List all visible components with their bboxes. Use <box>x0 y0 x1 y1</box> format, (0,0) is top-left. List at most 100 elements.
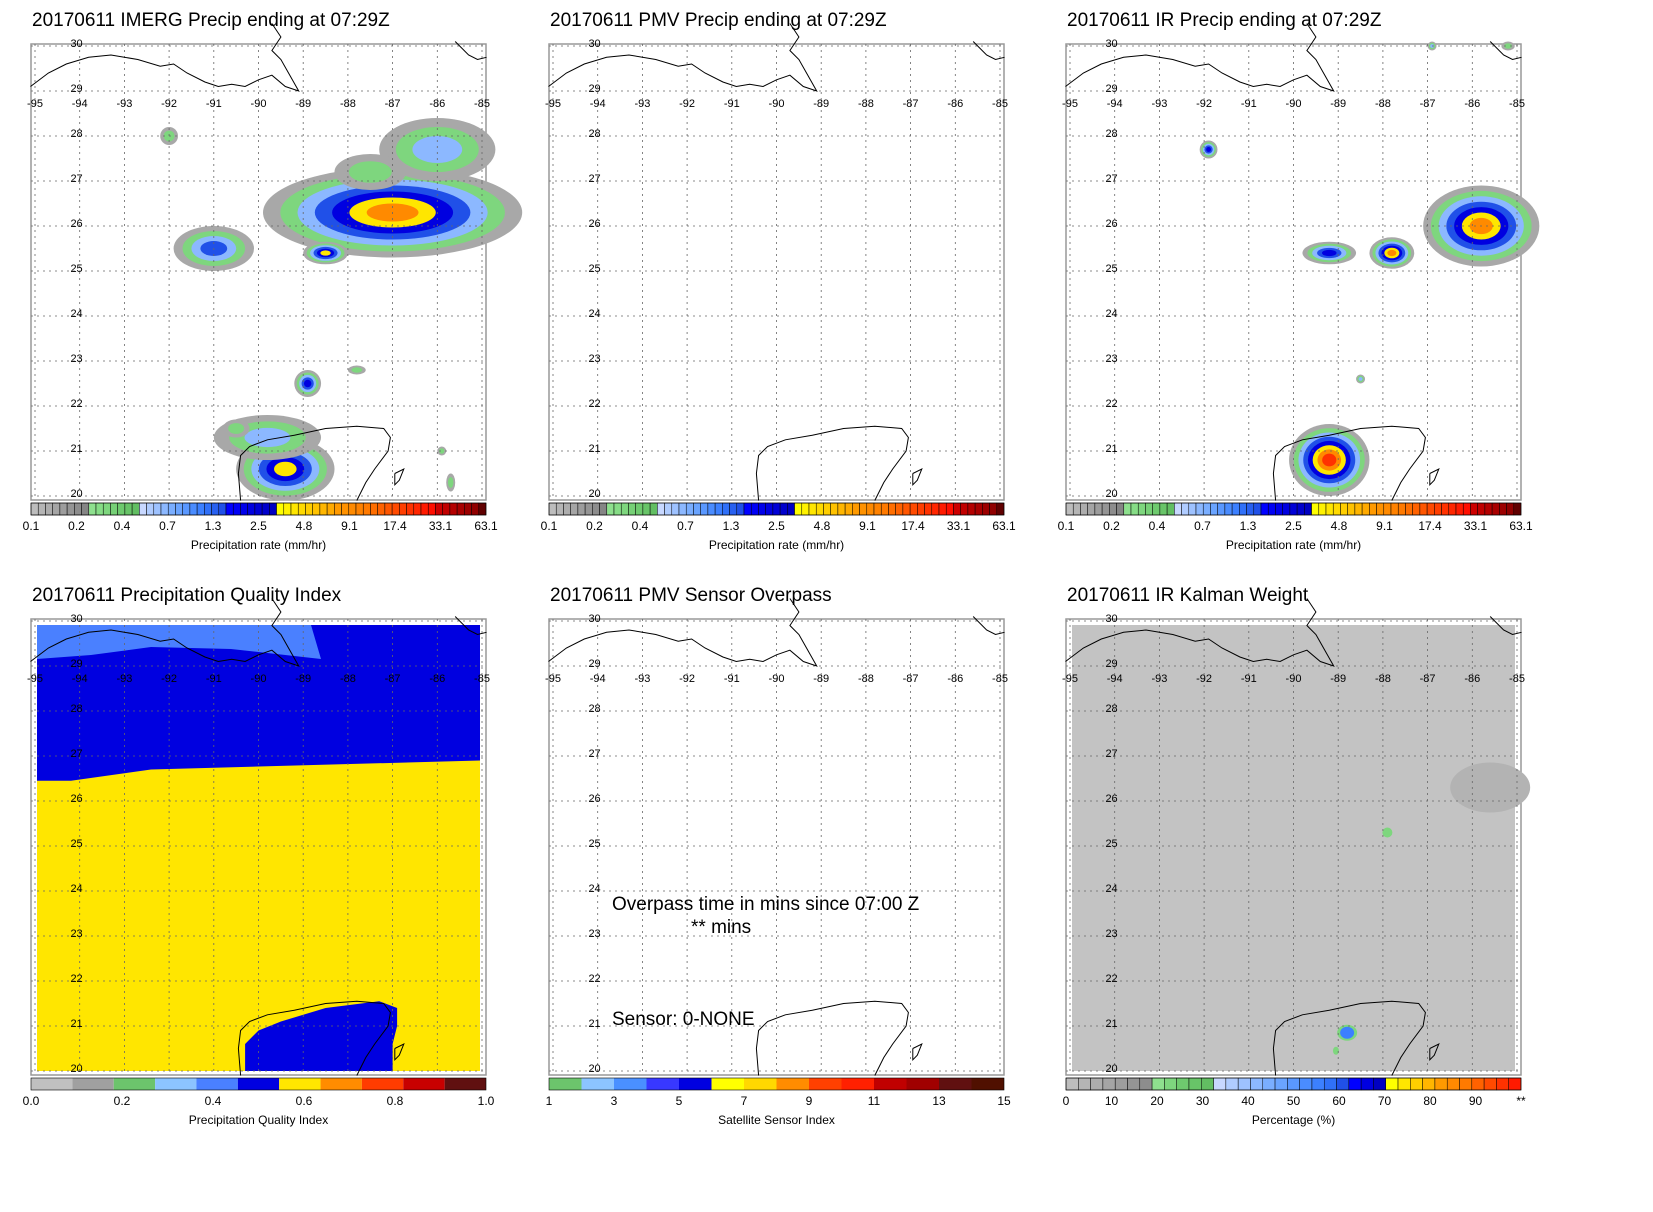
colorbar-tick-label: 90 <box>1468 1094 1483 1108</box>
colorbar-swatch <box>938 502 947 516</box>
colorbar-swatch <box>1188 502 1197 516</box>
panel-title: 20170611 IR Precip ending at 07:29Z <box>1067 10 1382 31</box>
colorbar-swatch <box>391 502 400 516</box>
lat-tick-label: 28 <box>1105 128 1117 140</box>
colorbar-swatch <box>403 1078 445 1090</box>
colorbar-swatch <box>297 502 306 516</box>
lat-tick-label: 29 <box>1105 658 1117 670</box>
colorbar-swatch <box>1246 502 1255 516</box>
colorbar-swatch <box>1145 502 1153 516</box>
lon-tick-label: -88 <box>1375 98 1391 110</box>
colorbar-swatch <box>743 502 752 516</box>
lat-tick-label: 29 <box>588 658 600 670</box>
lat-tick-label: 30 <box>588 38 600 50</box>
colorbar-swatch <box>1101 502 1110 516</box>
lon-tick-label: -89 <box>813 673 829 685</box>
colorbar-tick-label: 30 <box>1195 1094 1210 1108</box>
coastline <box>237 425 391 501</box>
colorbar-tick-label: 0.4 <box>631 519 649 533</box>
colorbar-swatch <box>852 502 860 516</box>
colorbar-tick-label: 1 <box>545 1094 553 1108</box>
lon-tick-label: -86 <box>1464 98 1480 110</box>
colorbar-swatch <box>815 502 824 516</box>
lat-tick-label: 22 <box>588 973 600 985</box>
colorbar-tick-label: 2.5 <box>250 519 267 533</box>
colorbar-tick-label: 3 <box>610 1094 618 1108</box>
colorbar-swatch <box>1287 1077 1300 1091</box>
colorbar-swatch <box>1202 502 1211 516</box>
colorbar-tick-label: 20 <box>1150 1094 1164 1108</box>
overpass-line1: Overpass time in mins since 07:00 Z <box>612 894 920 915</box>
precip-blob <box>1322 453 1337 467</box>
colorbar-tick-label: 0.1 <box>22 519 40 533</box>
colorbar-swatch <box>1499 502 1507 516</box>
colorbar-swatch <box>175 502 183 516</box>
colorbar-tick-label: 9.1 <box>859 519 876 533</box>
map-plot: -95 -94 -93 -92 -91 -90 -89 -88 -87 -86 -85 20 21 22 2… <box>27 598 490 1091</box>
coastline <box>1429 467 1440 487</box>
colorbar-tick-label: 13 <box>932 1094 946 1108</box>
lat-tick-label: 29 <box>70 658 82 670</box>
colorbar-swatch <box>240 502 248 516</box>
colorbar-swatch <box>1446 1077 1460 1091</box>
colorbar-swatch <box>1441 502 1450 516</box>
colorbar-swatch <box>1325 502 1334 516</box>
lat-tick-label: 23 <box>588 928 600 940</box>
colorbar-swatch <box>30 502 39 516</box>
lon-tick-label: -93 <box>1151 98 1167 110</box>
colorbar-swatch <box>442 502 451 516</box>
lon-tick-label: -94 <box>590 673 606 685</box>
colorbar-tick-label: 0.1 <box>540 519 558 533</box>
colorbar-swatch <box>646 1078 679 1090</box>
colorbar-swatch <box>1102 1077 1116 1091</box>
lat-tick-label: 23 <box>1105 928 1117 940</box>
colorbar-swatch <box>996 502 1005 516</box>
colorbar-swatch <box>1137 502 1146 516</box>
colorbar-swatch <box>478 502 487 516</box>
lon-tick-label: -89 <box>1330 673 1346 685</box>
colorbar-swatch <box>711 1078 744 1090</box>
colorbar-tick-label: 33.1 <box>1463 519 1488 533</box>
colorbar-frame <box>30 502 487 516</box>
lon-tick-label: -95 <box>27 98 43 110</box>
colorbar-swatch <box>581 1078 614 1090</box>
coastline <box>1489 616 1522 636</box>
lat-tick-label: 26 <box>1105 218 1117 230</box>
lat-tick-label: 25 <box>70 838 82 850</box>
lon-tick-label: -95 <box>1062 98 1078 110</box>
colorbar-tick-label: 9.1 <box>1376 519 1393 533</box>
colorbar-swatch <box>971 1078 1004 1090</box>
colorbar-swatch <box>736 502 745 516</box>
colorbar-tick-label: 0.2 <box>1103 519 1120 533</box>
lat-tick-label: 22 <box>70 973 82 985</box>
coastline <box>912 467 923 487</box>
colorbar-swatch <box>1078 1077 1091 1091</box>
precip-blob <box>1321 249 1337 257</box>
lon-tick-label: -94 <box>1107 98 1123 110</box>
colorbar-swatch <box>1152 502 1161 516</box>
lat-tick-label: 24 <box>1105 308 1117 320</box>
colorbar-title: Precipitation Quality Index <box>188 1113 329 1127</box>
colorbar-tick-label: 0.4 <box>113 519 131 533</box>
colorbar-tick-label: 17.4 <box>1418 519 1442 533</box>
colorbar-swatch <box>1176 1077 1190 1091</box>
lon-tick-label: -89 <box>295 98 311 110</box>
lon-tick-label: -95 <box>27 673 43 685</box>
colorbar-swatch <box>1318 502 1327 516</box>
lat-tick-label: 30 <box>70 613 82 625</box>
colorbar-swatch <box>1462 502 1471 516</box>
colorbar-swatch <box>1347 502 1356 516</box>
colorbar-swatch <box>1385 1077 1399 1091</box>
coastline <box>30 23 300 92</box>
quality-mid-region <box>37 625 321 659</box>
lat-tick-label: 28 <box>70 703 82 715</box>
lon-tick-label: -92 <box>1196 673 1212 685</box>
colorbar-swatch <box>1080 502 1088 516</box>
colorbar-swatch <box>1422 1077 1436 1091</box>
lat-tick-label: 22 <box>1105 398 1117 410</box>
quality-yucatan-region <box>245 1001 398 1071</box>
colorbar-swatch <box>620 502 629 516</box>
colorbar-swatch <box>399 502 407 516</box>
colorbar-swatch <box>960 502 969 516</box>
kalman-blob <box>1332 1046 1339 1055</box>
